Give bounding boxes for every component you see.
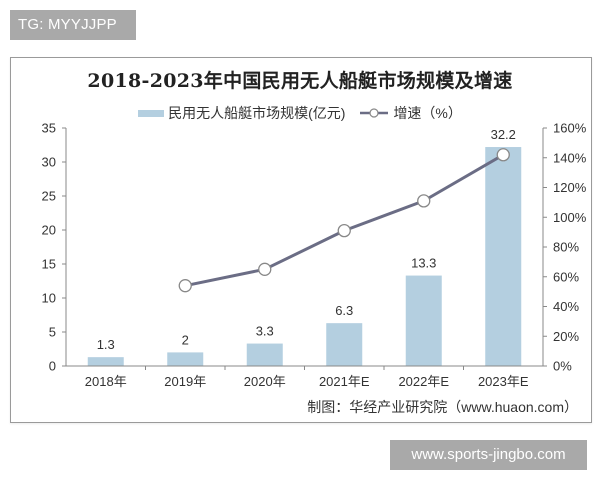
legend-item-line: 增速（%） (359, 103, 462, 123)
right-axis-tick-label: 40% (553, 299, 579, 314)
left-axis-tick-label: 5 (49, 325, 56, 340)
bar-2 (246, 343, 283, 366)
left-axis-tick-label: 15 (42, 257, 56, 272)
bar-3 (326, 323, 363, 366)
left-axis-tick-label: 20 (42, 223, 56, 238)
bar-data-label: 2 (182, 332, 189, 347)
source-credit: 制图：华经产业研究院（www.huaon.com） (307, 399, 578, 415)
left-axis-tick-label: 25 (42, 189, 56, 204)
x-axis-tick-label: 2021年E (319, 374, 370, 389)
growth-line (184, 153, 505, 288)
right-axis-tick-label: 100% (553, 210, 587, 225)
bar-data-label: 1.3 (97, 337, 115, 352)
x-axis-tick-label: 2022年E (398, 374, 449, 389)
left-axis-tick-label: 35 (42, 121, 56, 136)
chart-title: 2018-2023年中国民用无人船艇市场规模及增速 (87, 70, 513, 92)
bar-5 (485, 147, 522, 366)
bar-data-label: 3.3 (256, 324, 274, 339)
line-marker-icon (360, 108, 389, 118)
x-axis-tick-label: 2023年E (478, 374, 529, 389)
bar-data-label: 6.3 (335, 303, 353, 318)
left-axis-tick-label: 0 (49, 359, 56, 374)
watermark-bottom: www.sports-jingbo.com (390, 440, 587, 470)
bar-1 (167, 352, 204, 366)
x-axis-tick-label: 2020年 (244, 374, 286, 389)
line-point-marker (417, 194, 431, 208)
right-axis-tick-label: 140% (553, 150, 587, 165)
bar-data-label: 32.2 (491, 127, 516, 142)
bar-swatch-icon (138, 109, 165, 117)
line-point-marker (258, 262, 272, 276)
right-axis-tick-label: 160% (553, 121, 587, 136)
legend-line-label: 增速（%） (393, 105, 462, 121)
legend-item-bar: 民用无人船艇市场规模(亿元) (138, 103, 345, 123)
left-axis-tick-label: 30 (42, 155, 56, 170)
line-point-marker (496, 148, 510, 162)
bar-0 (87, 357, 124, 366)
right-axis-tick-label: 120% (553, 180, 587, 195)
chart-legend: 民用无人船艇市场规模(亿元) 增速（%） (0, 102, 600, 124)
x-axis-tick-label: 2019年 (164, 374, 206, 389)
right-axis-tick-label: 80% (553, 240, 579, 255)
right-axis-tick-label: 0% (553, 359, 572, 374)
x-axis-tick-label: 2018年 (85, 374, 127, 389)
left-axis-tick-label: 10 (42, 291, 56, 306)
bar-4 (405, 275, 442, 366)
watermark-top: TG: MYYJJPP (10, 10, 136, 40)
right-axis-tick-label: 60% (553, 269, 579, 284)
bar-data-label: 13.3 (411, 256, 436, 271)
legend-bar-label: 民用无人船艇市场规模(亿元) (168, 105, 346, 121)
line-point-marker (337, 223, 351, 238)
right-axis-tick-label: 20% (553, 329, 579, 344)
line-point-marker (178, 279, 192, 293)
